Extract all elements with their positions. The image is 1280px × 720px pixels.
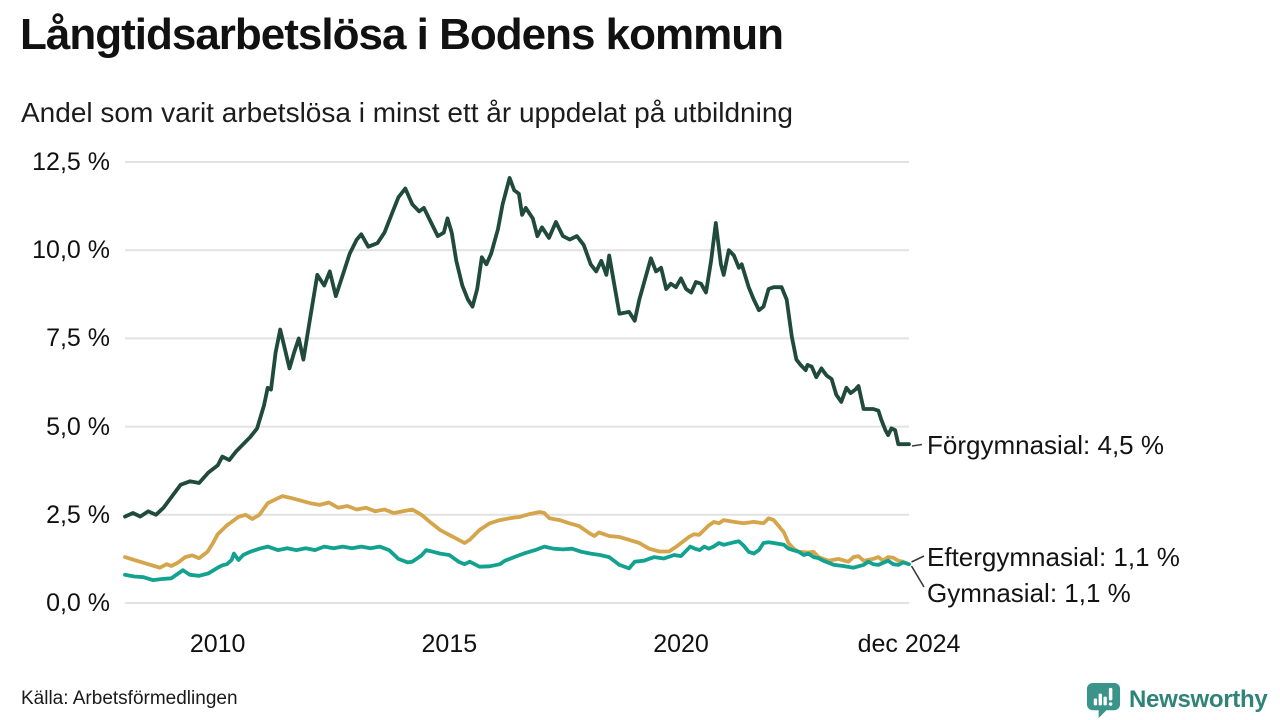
annotation-connector [911,443,923,447]
series-line-förgymnasial [123,176,911,519]
x-axis-tick-label: 2015 [421,630,478,658]
y-axis-tick-label: 10,0 % [32,236,110,265]
y-axis-tick-label: 5,0 % [46,412,110,441]
y-axis-tick-label: 7,5 % [46,324,110,353]
brand-name: Newsworthy [1129,685,1268,713]
annotation-gymnasial: Gymnasial: 1,1 % [927,578,1131,608]
page-title: Långtidsarbetslösa i Bodens kommun [20,10,784,59]
series-line-eftergymnasial [123,494,911,570]
page-subtitle: Andel som varit arbetslösa i minst ett å… [21,97,793,128]
y-axis-tick-label: 12,5 % [32,148,110,176]
annotation-forgymnasial: Förgymnasial: 4,5 % [927,430,1164,460]
source-note: Källa: Arbetsförmedlingen [21,688,238,709]
x-axis-tick-label: dec 2024 [857,630,961,658]
y-axis-tick-label: 0,0 % [46,589,110,617]
x-axis-tick-label: 2010 [189,630,246,658]
brand-lockup: Newsworthy [1085,681,1268,718]
annotation-connector [911,555,925,563]
annotation-eftergymnasial: Eftergymnasial: 1,1 % [927,542,1180,572]
series-line-gymnasial [123,539,911,582]
x-axis-tick-label: 2020 [653,630,709,658]
annotation-connector [910,565,925,588]
y-axis-tick-label: 2,5 % [46,500,110,529]
newsworthy-logo-icon [1085,681,1122,718]
